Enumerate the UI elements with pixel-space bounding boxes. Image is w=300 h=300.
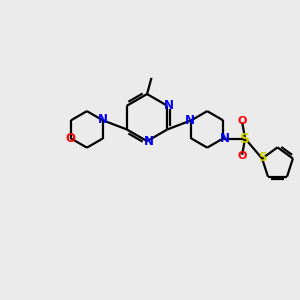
Text: N: N	[143, 135, 154, 148]
Text: O: O	[65, 132, 76, 145]
Text: N: N	[185, 114, 195, 127]
Text: N: N	[164, 99, 174, 112]
Text: O: O	[238, 116, 247, 126]
Text: N: N	[220, 132, 230, 145]
Text: O: O	[238, 151, 247, 161]
Text: N: N	[98, 113, 108, 126]
Text: S: S	[258, 151, 266, 164]
Text: S: S	[240, 131, 250, 146]
